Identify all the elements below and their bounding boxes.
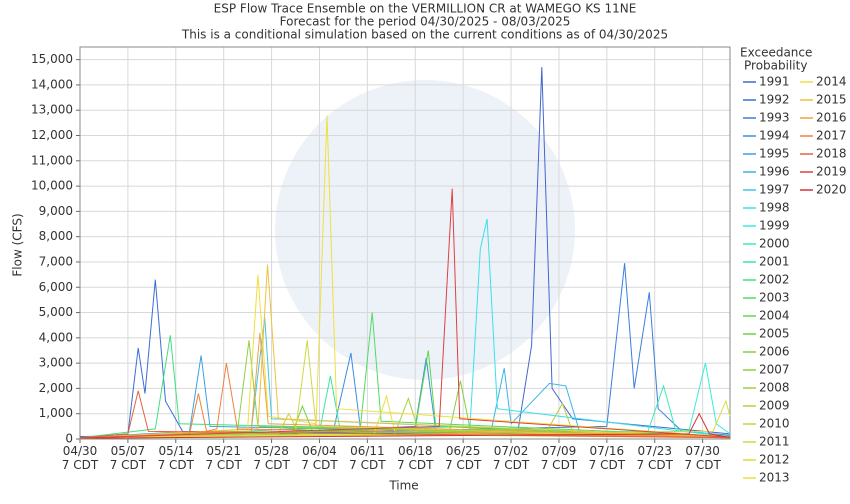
- legend-label: 2010: [759, 417, 790, 431]
- y-tick-label: 14,000: [31, 77, 73, 91]
- legend-label: 1995: [759, 147, 790, 161]
- chart-subtitle: Forecast for the period 04/30/2025 - 08/…: [280, 15, 571, 29]
- chart-note: This is a conditional simulation based o…: [181, 28, 668, 42]
- series-line: [79, 263, 731, 439]
- x-axis-label: Time: [388, 479, 418, 493]
- legend-label: 1996: [759, 165, 790, 179]
- y-tick-label: 15,000: [31, 52, 73, 66]
- x-tick-label: 05/21 7 CDT: [205, 444, 242, 472]
- legend-label: 1998: [759, 201, 790, 215]
- legend-label: 1992: [759, 93, 790, 107]
- legend-label: 2001: [759, 255, 790, 269]
- series-line: [79, 279, 731, 439]
- y-axis-label: Flow (CFS): [11, 213, 25, 276]
- legend-label: 2020: [816, 183, 847, 197]
- series-line: [79, 390, 731, 439]
- y-tick-label: 6,000: [39, 280, 73, 294]
- legend-label: 2007: [759, 363, 790, 377]
- chart-title: ESP Flow Trace Ensemble on the VERMILLIO…: [214, 2, 637, 16]
- legend-label: 2017: [816, 129, 847, 143]
- x-tick-label: 06/04 7 CDT: [301, 444, 338, 472]
- series-line: [79, 350, 731, 439]
- y-tick-label: 13,000: [31, 103, 73, 117]
- y-tick-label: 11,000: [31, 153, 73, 167]
- legend-label: 2006: [759, 345, 790, 359]
- legend-label: 2015: [816, 93, 847, 107]
- y-tick-label: 8,000: [39, 229, 73, 243]
- y-tick-label: 10,000: [31, 179, 73, 193]
- legend-label: 2011: [759, 435, 790, 449]
- legend-title: Exceedance: [740, 46, 812, 60]
- legend-label: 2003: [759, 291, 790, 305]
- legend-label: 2019: [816, 165, 847, 179]
- legend-label: 2012: [759, 453, 790, 467]
- legend-label: 2008: [759, 381, 790, 395]
- series-line: [79, 312, 731, 439]
- series-line: [79, 399, 731, 439]
- series-line: [79, 188, 731, 439]
- legend-label: 2016: [816, 111, 847, 125]
- legend-label: 2009: [759, 399, 790, 413]
- y-tick-label: 1,000: [39, 406, 73, 420]
- y-tick-label: 9,000: [39, 204, 73, 218]
- x-tick-label: 07/09 7 CDT: [541, 444, 578, 472]
- plot-frame: [79, 46, 731, 440]
- y-tick-label: 4,000: [39, 330, 73, 344]
- watermark: [275, 80, 575, 380]
- x-tick-label: 07/02 7 CDT: [493, 444, 530, 472]
- legend-label: 2014: [816, 75, 847, 89]
- legend-label: 1997: [759, 183, 790, 197]
- legend-label: 2004: [759, 309, 790, 323]
- legend-label: 2013: [759, 471, 790, 485]
- y-tick-label: 5,000: [39, 305, 73, 319]
- x-tick-label: 05/14 7 CDT: [158, 444, 195, 472]
- legend-label: 2000: [759, 237, 790, 251]
- series-line: [79, 412, 731, 439]
- x-tick-label: 07/16 7 CDT: [589, 444, 626, 472]
- x-tick-label: 07/30 7 CDT: [684, 444, 721, 472]
- x-tick-label: 06/11 7 CDT: [349, 444, 386, 472]
- x-tick-label: 07/23 7 CDT: [637, 444, 674, 472]
- x-tick-label: 06/25 7 CDT: [445, 444, 482, 472]
- legend-label: 2002: [759, 273, 790, 287]
- y-tick-label: 7,000: [39, 254, 73, 268]
- legend-title: Probability: [744, 59, 807, 73]
- x-tick-label: 04/30 7 CDT: [62, 444, 99, 472]
- legend-label: 1993: [759, 111, 790, 125]
- series-line: [79, 115, 731, 439]
- series-line: [79, 332, 731, 439]
- y-tick-label: 3,000: [39, 356, 73, 370]
- legend-label: 1994: [759, 129, 790, 143]
- y-tick-label: 12,000: [31, 128, 73, 142]
- series-line: [79, 363, 731, 439]
- legend-label: 2018: [816, 147, 847, 161]
- x-tick-label: 06/18 7 CDT: [397, 444, 434, 472]
- x-tick-label: 05/28 7 CDT: [253, 444, 290, 472]
- legend-label: 1991: [759, 75, 790, 89]
- x-tick-label: 05/07 7 CDT: [110, 444, 147, 472]
- legend-label: 1999: [759, 219, 790, 233]
- series-line: [79, 368, 731, 439]
- y-tick-label: 0: [65, 432, 73, 446]
- y-tick-label: 2,000: [39, 381, 73, 395]
- legend-label: 2005: [759, 327, 790, 341]
